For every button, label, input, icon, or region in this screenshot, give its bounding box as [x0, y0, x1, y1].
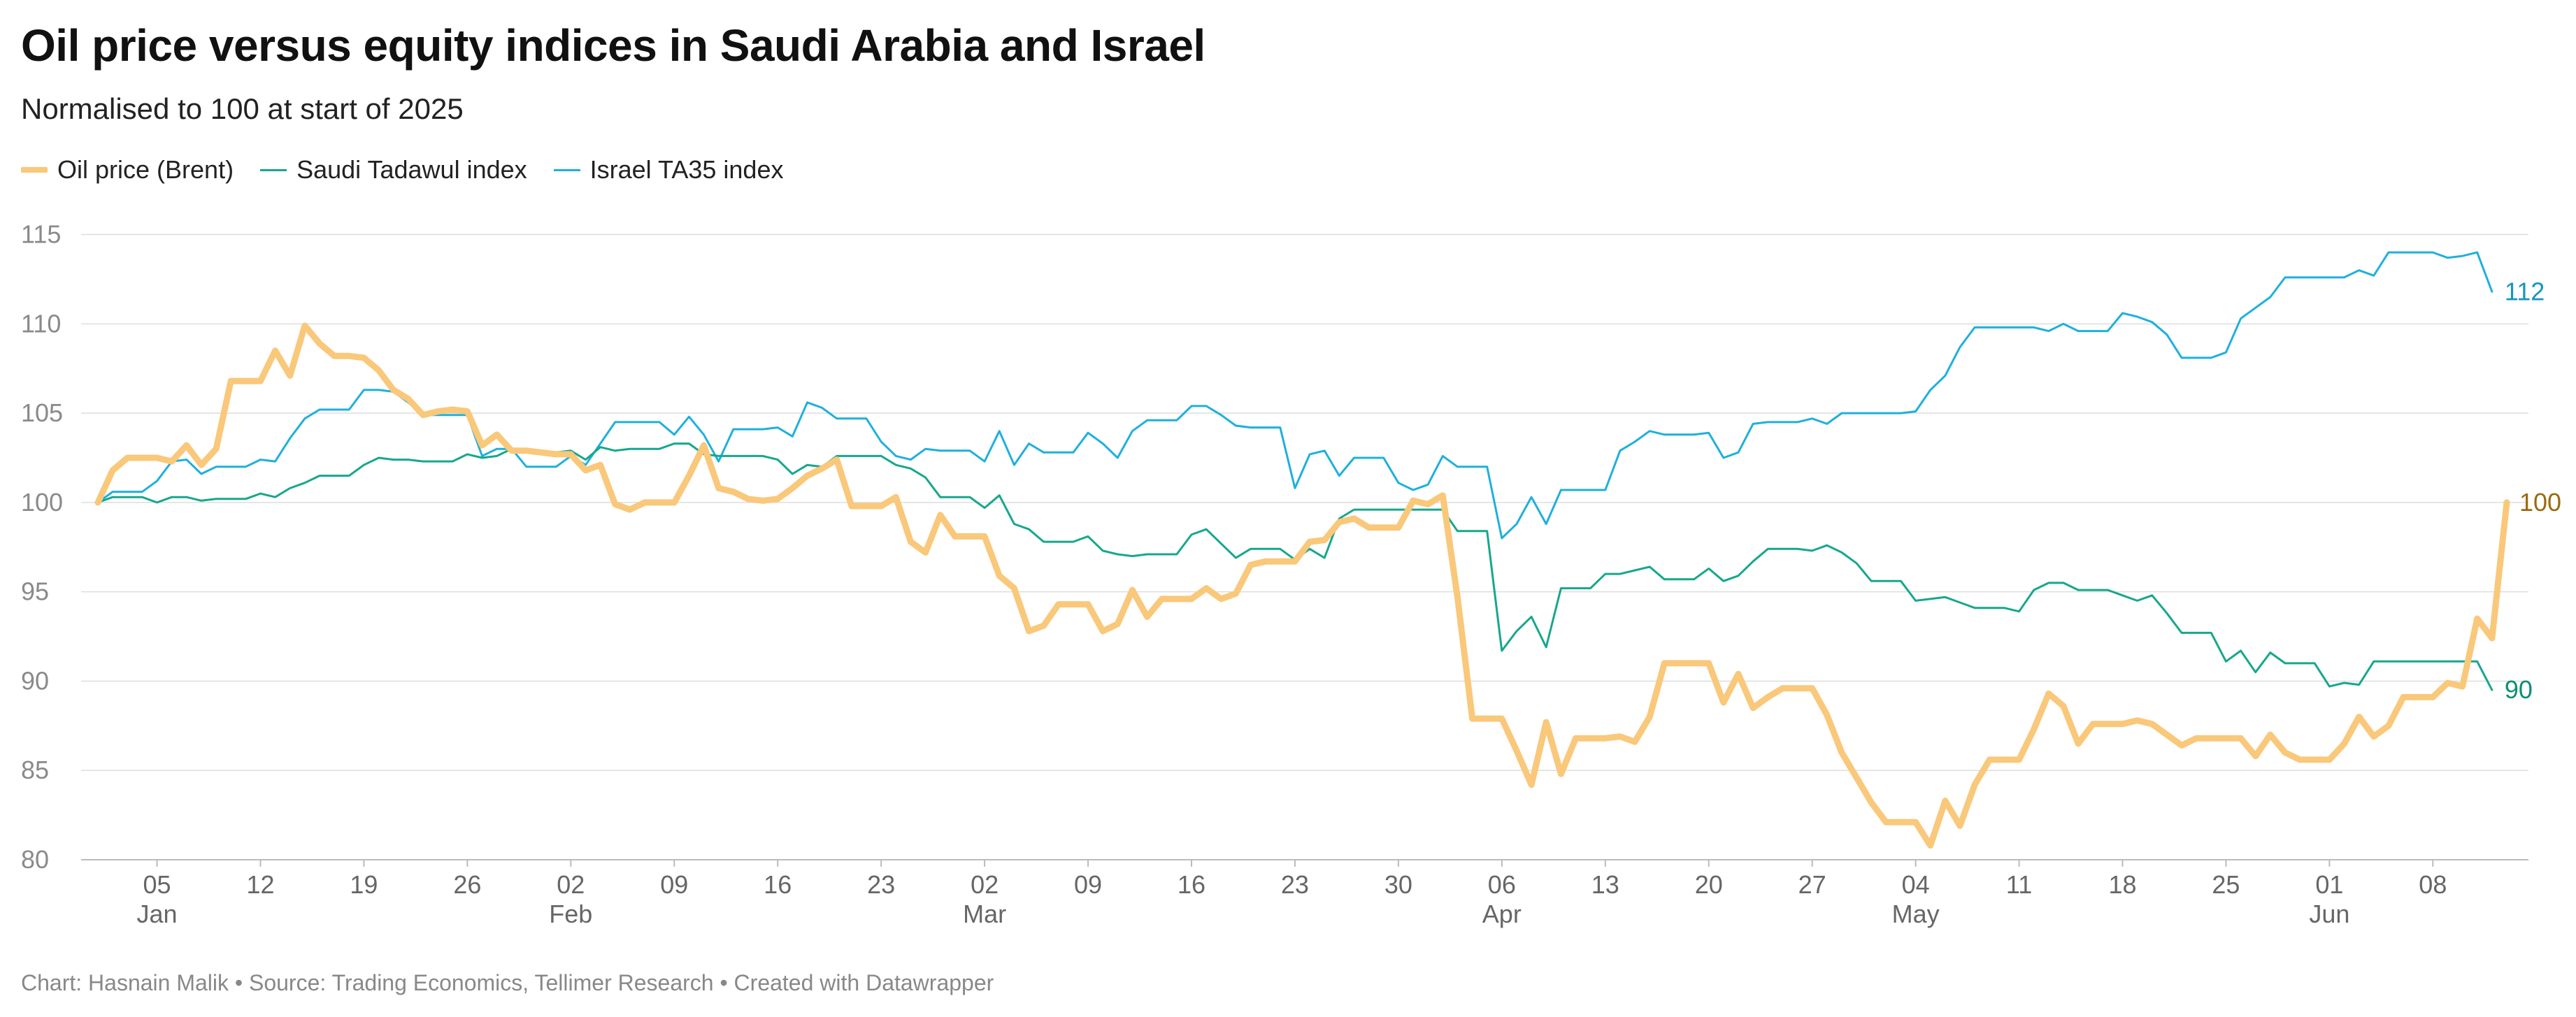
legend-item-saudi: Saudi Tadawul index	[260, 155, 527, 185]
series-layer	[94, 251, 2510, 849]
y-tick-label: 80	[21, 845, 49, 874]
y-tick-label: 90	[21, 666, 49, 695]
x-tick-label: 23	[1281, 870, 1309, 899]
y-tick-label: 95	[21, 577, 49, 606]
legend-swatch-saudi	[260, 168, 287, 171]
x-tick-label: 30	[1384, 870, 1412, 899]
x-tick-label: 23	[867, 870, 895, 899]
x-month-label: Jan	[137, 900, 178, 928]
x-month-label: Apr	[1482, 900, 1522, 928]
x-tick-label: 11	[2006, 870, 2032, 899]
end-label-israel: 112	[2505, 277, 2545, 305]
end-label-oil: 100	[2519, 488, 2561, 517]
legend-item-oil: Oil price (Brent)	[21, 155, 234, 185]
y-tick-label: 105	[21, 398, 63, 427]
x-month-label: Mar	[963, 900, 1006, 928]
legend-label-oil: Oil price (Brent)	[57, 155, 234, 184]
x-tick-label: 02	[971, 870, 999, 899]
x-tick-label: 18	[2108, 870, 2136, 899]
legend-label-saudi: Saudi Tadawul index	[296, 155, 527, 184]
end-label-saudi: 90	[2505, 675, 2533, 704]
x-tick-label: 16	[764, 870, 792, 899]
x-tick-label: 26	[453, 870, 481, 899]
x-tick-label: 09	[1074, 870, 1102, 899]
series-line-israel	[96, 251, 2493, 540]
y-tick-label: 100	[21, 488, 63, 517]
x-tick-label: 27	[1798, 870, 1826, 899]
x-tick-label: 19	[350, 870, 378, 899]
legend-swatch-israel	[553, 168, 580, 171]
x-tick-label: 09	[660, 870, 688, 899]
x-tick-label: 20	[1695, 870, 1723, 899]
series-line-oil	[94, 322, 2510, 849]
x-tick-label: 06	[1488, 870, 1516, 899]
x-tick-label: 25	[2212, 870, 2240, 899]
x-month-label: Jun	[2309, 900, 2349, 928]
legend: Oil price (Brent) Saudi Tadawul index Is…	[21, 155, 810, 185]
y-tick-label: 115	[21, 220, 61, 249]
x-tick-label: 08	[2419, 870, 2447, 899]
legend-label-israel: Israel TA35 index	[589, 155, 784, 184]
chart-title: Oil price versus equity indices in Saudi…	[21, 20, 1205, 71]
chart-footer: Chart: Hasnain Malik • Source: Trading E…	[21, 970, 994, 995]
series-line-saudi	[96, 442, 2493, 691]
x-tick-label: 13	[1591, 870, 1619, 899]
x-tick-label: 01	[2315, 870, 2343, 899]
y-tick-label: 110	[21, 309, 61, 338]
grid-layer	[81, 233, 2528, 860]
end-label-layer: 100 90 112	[2505, 277, 2561, 704]
x-tick-label: 04	[1902, 870, 1930, 899]
x-month-label: Feb	[549, 900, 592, 928]
x-tick-label: 05	[143, 870, 171, 899]
legend-item-israel: Israel TA35 index	[553, 155, 784, 185]
x-tick-label: 16	[1178, 870, 1205, 899]
x-month-label: May	[1892, 900, 1940, 928]
x-tick-label: 02	[557, 870, 585, 899]
y-tick-label: 85	[21, 756, 49, 784]
chart-subtitle: Normalised to 100 at start of 2025	[21, 92, 464, 125]
x-tick-label: 12	[246, 870, 274, 899]
legend-swatch-oil	[21, 167, 48, 173]
